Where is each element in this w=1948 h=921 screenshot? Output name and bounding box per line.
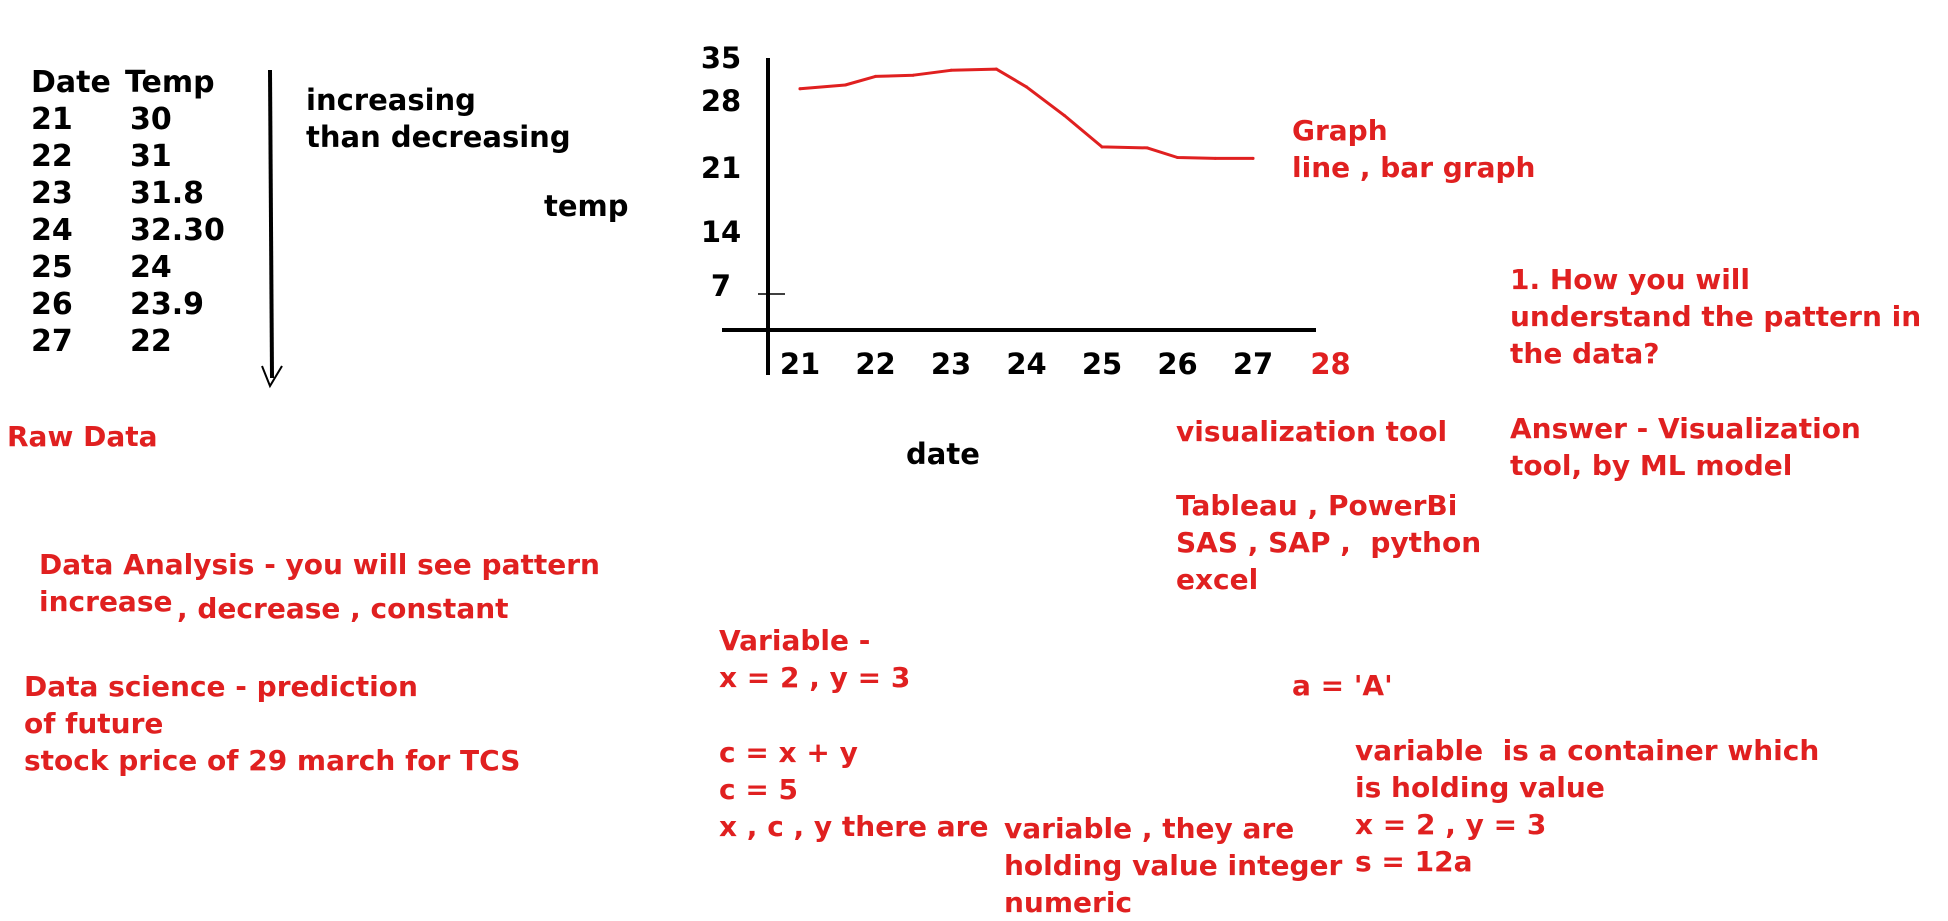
temp-axis-label: temp — [544, 189, 629, 223]
answer-line: tool, by ML model — [1510, 449, 1793, 482]
tools-line: Tableau , PowerBi — [1176, 489, 1458, 522]
container-line: is holding value — [1355, 771, 1605, 804]
data-point — [798, 87, 802, 91]
tools-line: excel — [1176, 563, 1259, 596]
tools-line: SAS , SAP , python — [1176, 526, 1482, 559]
temperature-series-line — [798, 67, 1255, 160]
container-line: s = 12a — [1355, 845, 1473, 878]
x-tick-label-extra: 28 — [1310, 347, 1350, 381]
variable-description-line: numeric — [1004, 886, 1133, 919]
graph-note-line: Graph — [1292, 114, 1388, 147]
date-cell: 27 — [31, 324, 73, 359]
data-point — [874, 74, 877, 78]
date-cell: 24 — [31, 213, 73, 248]
y-tick-label: 7 — [711, 269, 731, 303]
trend-note-line: increasing — [306, 83, 476, 117]
data-point — [1145, 146, 1149, 150]
visualization-tool-label: visualization tool — [1176, 415, 1448, 448]
analysis-line: , decrease , constant — [177, 592, 509, 625]
x-tick-label: 23 — [931, 347, 971, 381]
trend-note-line: than decreasing — [306, 120, 571, 154]
raw-data-dates-column: Date 21 22 23 24 25 26 27 — [31, 64, 111, 360]
question-line: understand the pattern in — [1510, 300, 1922, 333]
data-point — [1025, 85, 1028, 89]
data-point — [1100, 145, 1104, 149]
temp-cell: 31 — [130, 139, 172, 174]
science-line: stock price of 29 march for TCS — [24, 744, 521, 777]
data-point — [1251, 156, 1255, 160]
x-tick-label: 21 — [780, 347, 820, 381]
temp-cell: 23.9 — [130, 287, 205, 322]
calc-line: c = 5 — [719, 773, 799, 806]
analysis-line: Data Analysis - you will see pattern — [39, 548, 600, 581]
x-tick-label: 24 — [1006, 347, 1046, 381]
graph-note-line: line , bar graph — [1292, 151, 1536, 184]
data-point — [994, 67, 998, 71]
date-cell: 22 — [31, 139, 73, 174]
science-line: of future — [24, 707, 164, 740]
variable-line: Variable - — [719, 624, 871, 657]
temp-cell: 32.30 — [130, 213, 225, 248]
data-point — [1176, 155, 1179, 159]
temp-cell: 30 — [130, 102, 172, 137]
x-tick-label: 27 — [1233, 347, 1273, 381]
data-point — [949, 68, 953, 72]
temp-cell: 31.8 — [130, 176, 205, 211]
x-tick-label: 25 — [1082, 347, 1122, 381]
container-line: x = 2 , y = 3 — [1355, 808, 1547, 841]
y-tick-label: 28 — [701, 84, 741, 118]
y-tick-label: 14 — [701, 215, 741, 249]
y-tick-label: 35 — [701, 41, 741, 75]
date-axis-label: date — [906, 437, 980, 471]
char-assignment: a = 'A' — [1292, 669, 1393, 702]
temp-cell: 24 — [130, 250, 172, 285]
data-point — [911, 73, 915, 77]
date-cell: 26 — [31, 287, 73, 322]
data-point — [843, 83, 847, 87]
x-tick-label: 22 — [855, 347, 895, 381]
raw-data-label: Raw Data — [7, 420, 158, 453]
table-header-date: Date — [31, 65, 111, 100]
calc-line: x , c , y there are — [719, 810, 989, 843]
line-chart: 35 28 21 14 7 21 22 23 24 25 26 27 28 — [701, 41, 1351, 381]
temp-cell: 22 — [130, 324, 172, 359]
data-point — [1213, 156, 1217, 160]
raw-data-temps-column: Temp 30 31 31.8 32.30 24 23.9 22 — [125, 64, 225, 360]
table-header-temp: Temp — [125, 65, 215, 100]
analysis-line: increase — [39, 585, 173, 618]
calc-line: c = x + y — [719, 736, 858, 769]
container-line: variable is a container which — [1355, 734, 1820, 767]
variable-description-line: holding value integer — [1004, 849, 1343, 882]
y-tick-label: 21 — [701, 151, 741, 185]
x-tick-label: 26 — [1157, 347, 1197, 381]
variable-description-line: variable , they are — [1004, 812, 1295, 845]
answer-line: Answer - Visualization — [1510, 412, 1861, 445]
date-cell: 21 — [31, 102, 73, 137]
data-point — [1062, 113, 1066, 117]
science-line: Data science - prediction — [24, 670, 418, 703]
question-line: the data? — [1510, 337, 1660, 370]
question-line: 1. How you will — [1510, 263, 1750, 296]
down-arrow — [261, 69, 283, 389]
variable-line: x = 2 , y = 3 — [719, 661, 911, 694]
date-cell: 23 — [31, 176, 73, 211]
date-cell: 25 — [31, 250, 73, 285]
